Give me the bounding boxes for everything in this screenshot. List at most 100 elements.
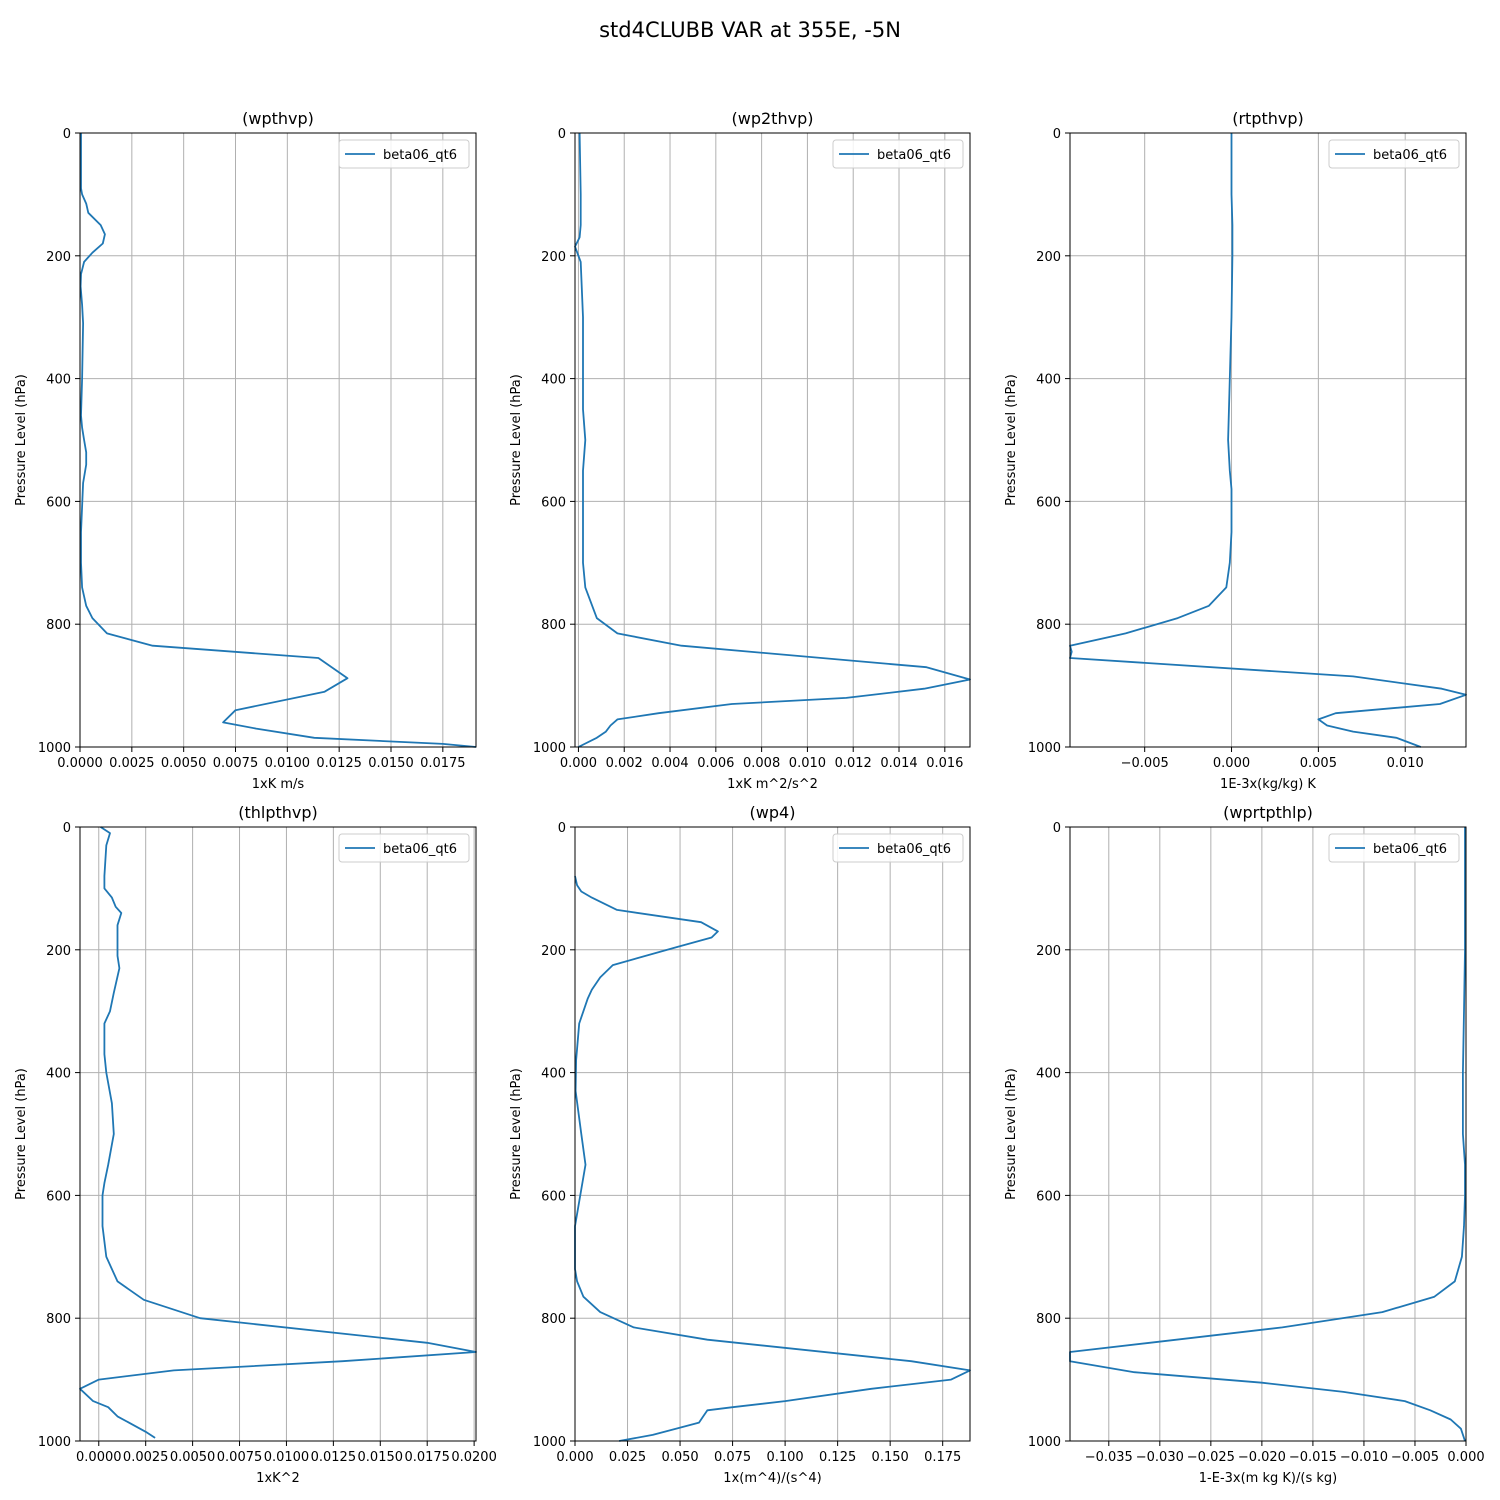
y-axis-label: Pressure Level (hPa) <box>509 374 524 506</box>
y-tick-label: 200 <box>1036 944 1061 959</box>
x-axis-label: 1x(m^4)/(s^4) <box>723 1471 821 1486</box>
x-tick-label: 0.0050 <box>170 1450 216 1465</box>
x-tick-label: 0.0125 <box>311 1450 357 1465</box>
x-tick-label: −0.005 <box>1391 1450 1439 1465</box>
x-tick-label: 0.100 <box>766 1450 803 1465</box>
y-tick-label: 600 <box>46 495 71 510</box>
x-tick-label: 0.006 <box>697 756 734 771</box>
legend-label: beta06_qt6 <box>877 148 951 163</box>
legend-label: beta06_qt6 <box>877 842 951 857</box>
x-tick-label: 0.0000 <box>76 1450 122 1465</box>
legend: beta06_qt6 <box>832 833 964 863</box>
y-tick-label: 0 <box>63 127 71 142</box>
x-tick-label: −0.015 <box>1289 1450 1337 1465</box>
x-tick-label: 0.0050 <box>161 756 207 771</box>
y-axis-label: Pressure Level (hPa) <box>1004 374 1019 506</box>
legend: beta06_qt6 <box>338 833 470 863</box>
x-tick-label: 0.002 <box>606 756 643 771</box>
x-tick-label: 0.150 <box>872 1450 909 1465</box>
y-tick-label: 600 <box>1036 495 1061 510</box>
y-tick-label: 0 <box>63 821 71 836</box>
x-tick-label: 0.004 <box>651 756 688 771</box>
x-tick-label: 0.008 <box>743 756 780 771</box>
y-tick-label: 400 <box>1036 1067 1061 1082</box>
x-tick-label: 0.0100 <box>264 1450 310 1465</box>
y-tick-label: 1000 <box>533 1435 566 1450</box>
plot-area <box>79 826 477 1442</box>
x-tick-label: 0.010 <box>1387 756 1424 771</box>
chart-title: (wprtpthlp) <box>1223 803 1313 822</box>
y-tick-label: 1000 <box>1028 1435 1061 1450</box>
x-tick-label: 0.0175 <box>420 756 466 771</box>
y-tick-label: 200 <box>541 250 566 265</box>
chart-panel-2: 0.000 0.002 0.004 0.006 0.008 0.010 0.012 0.014… <box>509 109 971 792</box>
legend: beta06_qt6 <box>338 139 470 169</box>
x-tick-label: 0.000 <box>560 756 597 771</box>
y-tick-label: 400 <box>541 373 566 388</box>
legend-box <box>338 833 470 863</box>
series-line-beta06_qt6 <box>574 132 971 748</box>
x-tick-label: 0.016 <box>926 756 963 771</box>
x-tick-label: 0.0025 <box>109 756 155 771</box>
chart-panel-6: −0.035 −0.030 −0.025 −0.020 −0.015 −0.010 −0.0… <box>1004 803 1485 1486</box>
y-tick-label: 600 <box>541 1189 566 1204</box>
x-tick-label: −0.020 <box>1238 1450 1286 1465</box>
y-tick-label: 800 <box>46 618 71 633</box>
y-tick-label: 1000 <box>38 1435 71 1450</box>
y-tick-label: 0 <box>558 127 566 142</box>
series-line-beta06_qt6 <box>1069 133 1467 748</box>
y-tick-label: 600 <box>1036 1189 1061 1204</box>
x-tick-label: 0.0200 <box>451 1450 497 1465</box>
plot-area <box>79 132 477 748</box>
legend-box <box>338 139 470 169</box>
y-tick-label: 0 <box>1053 127 1061 142</box>
y-axis-label: Pressure Level (hPa) <box>14 1068 29 1200</box>
chart-panel-3: −0.005 0.000 0.005 0.010 0 200 400 600 800 1000 (r… <box>1004 109 1467 792</box>
x-axis-label: 1E-3x(kg/kg) K <box>1220 777 1316 792</box>
y-axis-label: Pressure Level (hPa) <box>14 374 29 506</box>
y-tick-label: 400 <box>46 373 71 388</box>
legend-box <box>1328 139 1460 169</box>
series-line-beta06_qt6 <box>574 875 971 1442</box>
x-tick-label: 0.0150 <box>368 756 414 771</box>
chart-panel-5: 0.000 0.025 0.050 0.075 0.100 0.125 0.150 0.175… <box>509 803 971 1486</box>
x-tick-label: 0.005 <box>1300 756 1337 771</box>
y-axis-label: Pressure Level (hPa) <box>509 1068 524 1200</box>
y-tick-label: 1000 <box>533 741 566 756</box>
x-tick-label: 0.0125 <box>316 756 362 771</box>
chart-title: (rtpthvp) <box>1232 109 1304 128</box>
x-tick-label: 0.0000 <box>57 756 103 771</box>
legend-label: beta06_qt6 <box>383 842 457 857</box>
plot-area <box>1069 826 1467 1442</box>
y-tick-label: 800 <box>541 618 566 633</box>
chart-panel-4: 0.0000 0.0025 0.0050 0.0075 0.0100 0.0125 0.01… <box>14 803 497 1486</box>
x-tick-label: −0.035 <box>1085 1450 1133 1465</box>
x-tick-label: 0.0025 <box>123 1450 169 1465</box>
x-tick-label: 0.025 <box>609 1450 646 1465</box>
y-tick-label: 400 <box>46 1067 71 1082</box>
chart-panel-1: 0.0000 0.0025 0.0050 0.0075 0.0100 0.0125 0.01… <box>14 109 477 792</box>
legend-box <box>1328 833 1460 863</box>
legend: beta06_qt6 <box>1328 833 1460 863</box>
x-tick-label: 0.0100 <box>265 756 311 771</box>
y-tick-label: 800 <box>46 1312 71 1327</box>
y-tick-label: 800 <box>541 1312 566 1327</box>
x-tick-label: 0.0075 <box>217 1450 263 1465</box>
x-tick-label: 0.000 <box>1447 1450 1484 1465</box>
x-tick-label: 0.0150 <box>358 1450 404 1465</box>
y-tick-label: 600 <box>541 495 566 510</box>
x-tick-label: −0.010 <box>1340 1450 1388 1465</box>
y-tick-label: 800 <box>1036 618 1061 633</box>
plot-area <box>1069 132 1467 748</box>
plot-area <box>574 826 971 1442</box>
legend-box <box>832 139 964 169</box>
chart-title: (wp2thvp) <box>732 109 814 128</box>
y-tick-label: 400 <box>1036 373 1061 388</box>
legend-label: beta06_qt6 <box>383 148 457 163</box>
y-tick-label: 400 <box>541 1067 566 1082</box>
legend-label: beta06_qt6 <box>1373 148 1447 163</box>
y-axis-label: Pressure Level (hPa) <box>1004 1068 1019 1200</box>
series-line-beta06_qt6 <box>1069 827 1466 1442</box>
x-tick-label: 0.000 <box>1213 756 1250 771</box>
